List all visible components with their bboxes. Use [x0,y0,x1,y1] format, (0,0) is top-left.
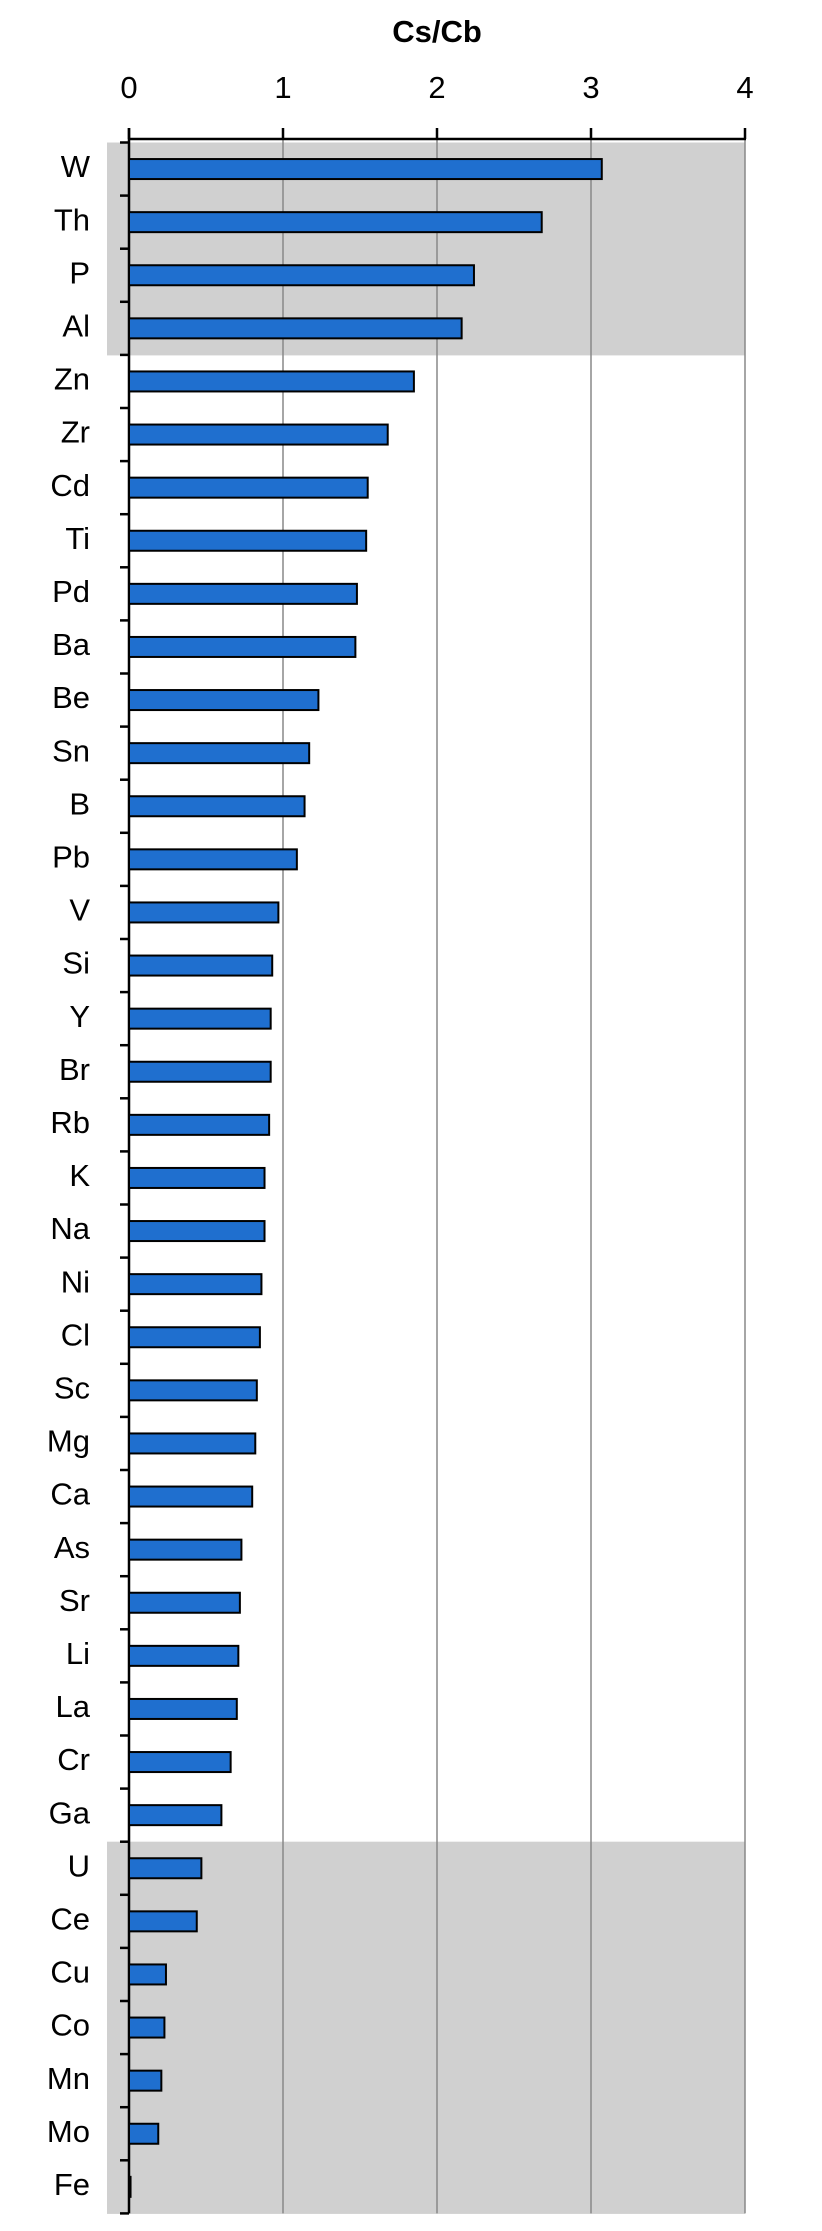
y-tick-label: As [54,1530,90,1565]
y-tick-label: Al [62,309,90,344]
x-tick-label: 1 [274,70,291,105]
y-tick-label: Zn [54,362,90,397]
y-tick-label: Y [69,999,90,1034]
bar [128,1910,198,1933]
highlight-band [107,2160,745,2214]
y-tick-label: Fe [54,2167,90,2202]
highlight-band [107,2054,745,2108]
y-tick-label: Cl [61,1317,90,1352]
bar [128,1432,257,1455]
y-tick-label: B [69,786,90,821]
bar [128,370,415,393]
bar [128,1538,243,1561]
y-tick-label: Ba [52,627,91,662]
y-tick-label: Na [50,1211,90,1246]
y-tick-label: W [61,149,91,184]
bar [128,742,311,765]
bar [128,1113,271,1136]
bar [128,1379,258,1402]
y-tick-label: Zr [61,415,90,450]
y-tick-label: Si [62,946,90,981]
y-tick-label: Th [54,202,90,237]
y-tick-label: Mn [47,2061,90,2096]
bar [128,2016,166,2039]
bar [128,901,280,924]
x-tick-label: 3 [582,70,599,105]
chart-title: Cs/Cb [392,14,482,49]
bar [128,1857,203,1880]
bar [128,529,368,552]
y-tick-label: K [69,1158,90,1193]
y-tick-label: Ca [50,1477,90,1512]
y-tick-label: Br [59,1052,90,1087]
bar [128,635,357,658]
bar [128,1007,272,1030]
bar [128,476,369,499]
bar [128,211,543,234]
bar [128,795,306,818]
y-tick-label: Li [66,1636,90,1671]
highlight-band [107,1841,745,1896]
bar [128,1963,167,1986]
bar [128,1060,272,1083]
bar [128,1644,240,1667]
bar [128,317,463,340]
bar [128,2175,132,2198]
bar [128,954,274,977]
y-tick-label: U [68,1848,90,1883]
y-tick-label: Cu [50,1955,90,1990]
bar [128,2122,160,2145]
y-tick-label: Rb [50,1105,90,1140]
y-tick-label: La [56,1689,91,1724]
highlight-band [107,2001,745,2055]
highlight-band [107,1947,745,2002]
y-tick-label: P [69,255,90,290]
bar [128,1591,241,1614]
bar [128,264,475,287]
y-tick-label: Sr [59,1583,90,1618]
y-tick-label: Cr [57,1742,90,1777]
bar [128,848,298,871]
y-tick-label: Be [52,680,90,715]
y-tick-label: Sn [52,733,90,768]
bar [128,1273,263,1296]
x-tick-label: 2 [428,70,445,105]
y-tick-label: V [69,893,90,928]
x-tick-label: 4 [736,70,753,105]
bar [128,158,603,181]
y-tick-label: Pd [52,574,90,609]
y-tick-label: Co [50,2008,90,2043]
y-tick-label: Pb [52,840,90,875]
y-tick-label: Ni [61,1264,90,1299]
y-tick-label: Mg [47,1424,90,1459]
y-tick-label: Mo [47,2114,90,2149]
x-tick-label: 0 [120,70,137,105]
highlight-band [107,1894,745,1949]
bar [128,1326,261,1349]
bar [128,1751,232,1774]
bar [128,423,389,446]
bar [128,1804,223,1827]
bar [128,1697,238,1720]
y-tick-label: Ti [65,521,90,556]
bar [128,1166,266,1189]
y-tick-label: Sc [54,1371,90,1406]
bar [128,582,358,605]
y-tick-label: Ga [49,1795,91,1830]
bar [128,2069,163,2092]
y-tick-label: Ce [50,1902,90,1937]
bar [128,689,320,712]
y-tick-label: Cd [50,468,90,503]
bar [128,1220,266,1243]
highlight-band [107,2107,745,2161]
bar [128,1485,254,1508]
